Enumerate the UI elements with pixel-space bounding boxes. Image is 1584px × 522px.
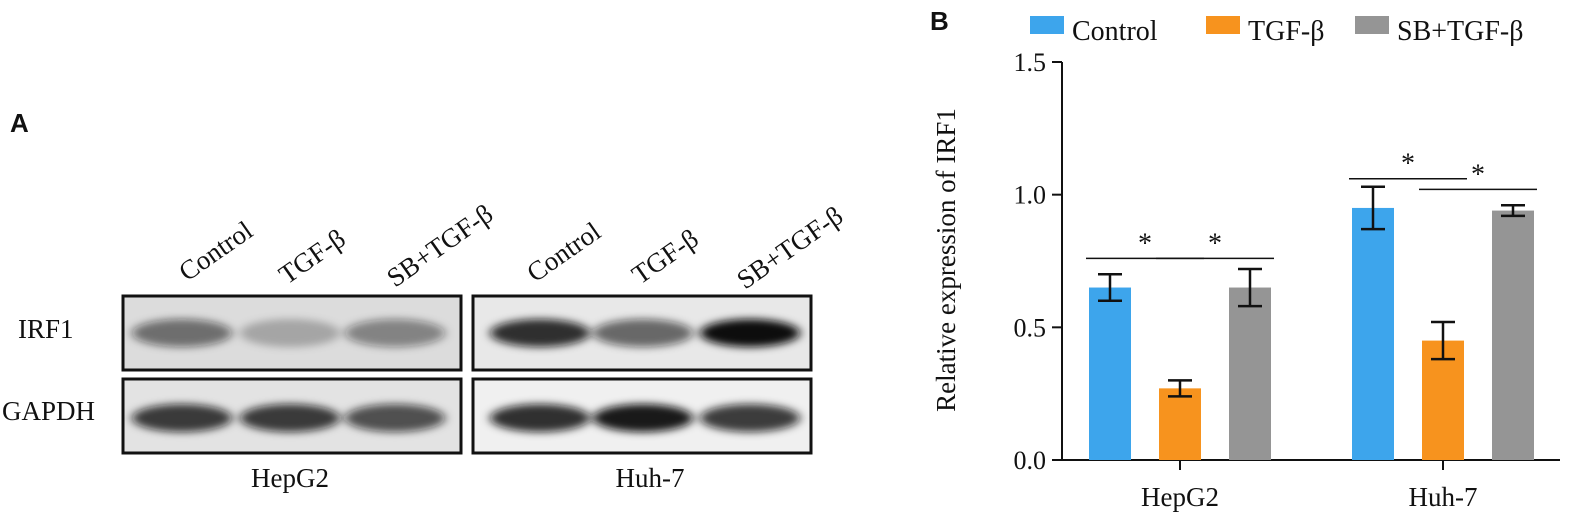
row-label-irf1: IRF1: [18, 314, 74, 344]
legend-swatch: [1355, 16, 1389, 34]
lane-label-huh7-tgfb: TGF-β: [626, 223, 704, 290]
significance-star: *: [1208, 228, 1222, 259]
x-tick-label: HepG2: [1141, 482, 1219, 512]
caption-huh7: Huh-7: [616, 463, 685, 493]
lane-label-hepg2-sb-tgfb: SB+TGF-β: [381, 198, 498, 293]
bar-hepg2-2: [1229, 287, 1271, 460]
band-gapdh-lane-5: [593, 404, 693, 432]
legend-label: Control: [1072, 16, 1158, 47]
bar-hepg2-0: [1089, 287, 1131, 460]
error-bar: [1361, 185, 1385, 231]
bar-huh7-2: [1492, 210, 1534, 460]
band-irf1-lane-6: [700, 319, 800, 347]
band-gapdh-lane-3: [345, 404, 445, 432]
significance-star: *: [1471, 159, 1485, 190]
error-bar: [1168, 379, 1192, 398]
lane-label-hepg2-tgfb: TGF-β: [273, 223, 351, 290]
band-irf1-lane-4: [490, 319, 590, 347]
band-irf1-lane-5: [593, 319, 693, 347]
significance-star: *: [1401, 149, 1415, 180]
band-gapdh-lane-1: [132, 404, 232, 432]
error-bar: [1431, 320, 1455, 361]
legend-label: SB+TGF-β: [1397, 16, 1524, 47]
y-tick-label: 0.5: [1014, 313, 1047, 342]
lane-label-hepg2-control: Control: [173, 215, 258, 287]
y-tick-label: 0.0: [1014, 446, 1047, 475]
band-irf1-lane-2: [240, 319, 340, 347]
band-gapdh-lane-4: [490, 404, 590, 432]
bar-huh7-1: [1422, 340, 1464, 460]
panel-a-letter: A: [10, 108, 29, 138]
legend-swatch: [1206, 16, 1240, 34]
error-bar: [1238, 267, 1262, 308]
western-blot-panel: Control TGF-β SB+TGF-β Control TGF-β SB+…: [2, 198, 848, 493]
y-tick-label: 1.5: [1014, 48, 1047, 77]
bar-hepg2-1: [1159, 388, 1201, 460]
y-tick-label: 1.0: [1014, 181, 1047, 210]
y-axis-label: Relative expression of IRF1: [931, 108, 961, 412]
lane-label-huh7-control: Control: [521, 216, 606, 288]
blot-bands: [132, 319, 800, 432]
band-gapdh-lane-6: [700, 404, 800, 432]
bar-huh7-0: [1352, 207, 1394, 460]
band-irf1-lane-1: [132, 319, 232, 347]
caption-hepg2: HepG2: [251, 463, 329, 493]
significance-star: *: [1138, 228, 1152, 259]
error-bar: [1098, 273, 1122, 303]
lane-label-huh7-sb-tgfb: SB+TGF-β: [731, 200, 848, 295]
legend-label: TGF-β: [1248, 16, 1324, 47]
error-bar: [1501, 204, 1525, 218]
row-label-gapdh: GAPDH: [2, 396, 95, 426]
panel-b-letter: B: [930, 6, 949, 36]
x-tick-label: Huh-7: [1409, 482, 1478, 512]
band-gapdh-lane-2: [240, 404, 340, 432]
legend-swatch: [1030, 16, 1064, 34]
band-irf1-lane-3: [345, 319, 445, 347]
